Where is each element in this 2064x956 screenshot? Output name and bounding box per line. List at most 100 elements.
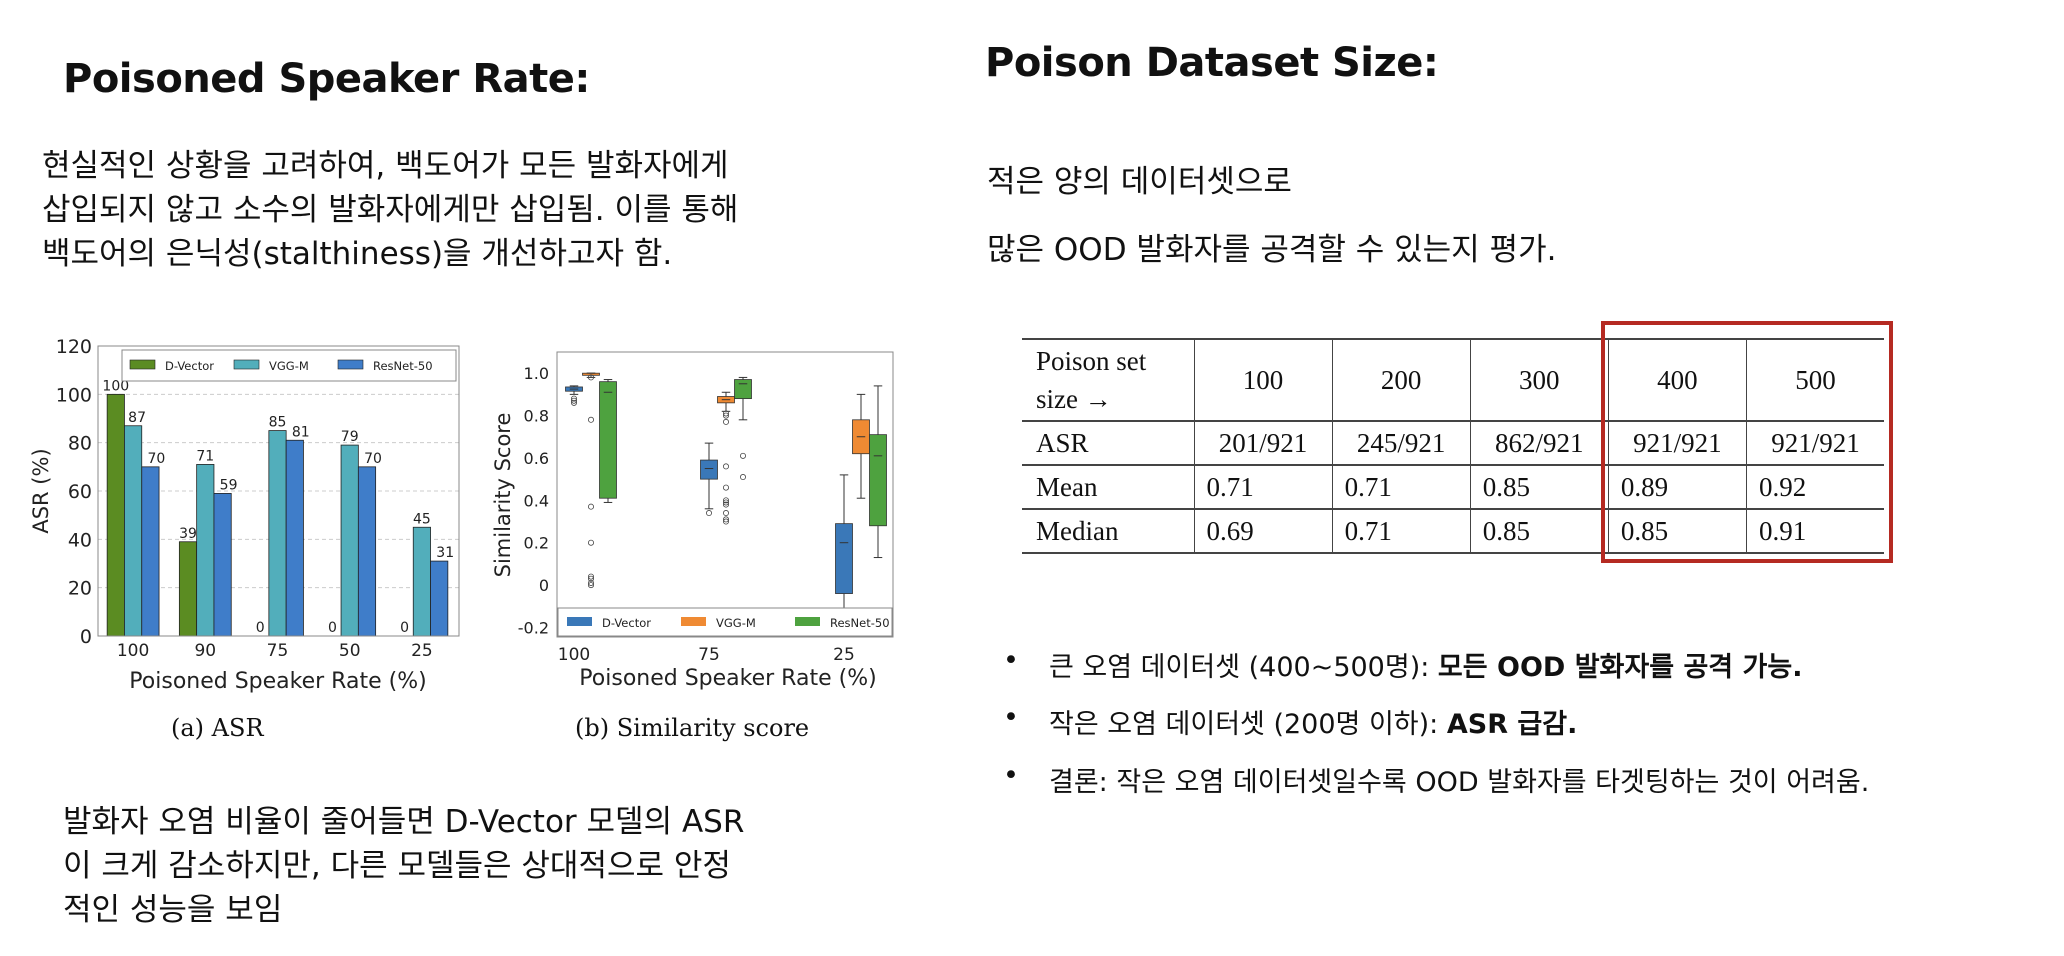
y-axis-title: Similarity Score	[491, 413, 515, 578]
box-resnet-50	[599, 381, 617, 499]
x-tick-label: 75	[267, 641, 289, 661]
data-label: 81	[292, 424, 310, 440]
x-axis-title: Poisoned Speaker Rate (%)	[579, 666, 876, 691]
bullet-icon: •	[1003, 645, 1019, 676]
legend-box	[121, 349, 457, 382]
outlier-point	[588, 503, 595, 510]
conclusion-line: 이 크게 감소하지만, 다른 모델들은 상대적으로 안정	[63, 848, 731, 884]
box-d-vector	[700, 459, 718, 480]
x-tick-label: 100	[558, 645, 590, 665]
data-label: 70	[364, 451, 382, 467]
box-resnet-50	[734, 379, 752, 400]
conclusion-line: 발화자 오염 비율이 줄어들면 D-Vector 모델의 ASR	[63, 804, 745, 840]
legend-label: ResNet-50	[830, 616, 890, 630]
x-tick-label: 75	[698, 645, 720, 665]
y-tick-label: 0.6	[524, 449, 549, 468]
data-label: 0	[400, 620, 409, 636]
outlier-point	[722, 497, 729, 504]
table-row: Median 0.69 0.71 0.85 0.85 0.91	[1022, 509, 1884, 553]
highlight-box	[1601, 321, 1893, 563]
legend-label: D-Vector	[165, 359, 214, 373]
outlier-point	[588, 539, 595, 546]
left-section-title: Poisoned Speaker Rate:	[63, 56, 590, 102]
y-tick-label: 40	[68, 529, 92, 551]
outlier-point	[722, 463, 729, 470]
outlier-point	[588, 573, 595, 580]
y-tick-label: 100	[56, 384, 92, 406]
table-cell: 921/921	[1745, 421, 1884, 465]
bar-resnet-50	[357, 466, 377, 637]
plot-frame	[556, 351, 894, 638]
x-axis-title: Poisoned Speaker Rate (%)	[129, 669, 426, 694]
x-tick-label: 50	[339, 641, 361, 661]
table-cell: 0.89	[1607, 465, 1747, 509]
bullet-list: • 큰 오염 데이터셋 (400~500명): 모든 OOD 발화자를 공격 가…	[1003, 645, 1870, 798]
y-tick-label: 0.2	[524, 534, 549, 553]
outlier-point	[722, 501, 729, 508]
table-cell: 921/921	[1607, 421, 1747, 465]
legend-swatch	[681, 617, 706, 626]
intro-line: 현실적인 상황을 고려하여, 백도어가 모든 발화자에게	[42, 148, 729, 184]
data-label: 70	[147, 451, 165, 467]
table-cell: 0.71	[1331, 465, 1471, 509]
data-label: 71	[196, 448, 214, 464]
data-label: 45	[413, 511, 431, 527]
legend-label: VGG-M	[269, 359, 309, 373]
table-cell: 245/921	[1331, 421, 1471, 465]
outlier-point	[739, 474, 746, 481]
y-tick-label: -0.2	[518, 618, 549, 637]
left-conclusion-text: 발화자 오염 비율이 줄어들면 D-Vector 모델의 ASR 이 크게 감소…	[63, 800, 744, 932]
y-tick-label: 120	[56, 336, 92, 358]
outlier-point	[588, 374, 595, 381]
legend-box	[557, 607, 893, 637]
table-cell: 0.69	[1193, 509, 1333, 553]
row-label: Mean	[1036, 471, 1098, 502]
x-tick-label: 25	[833, 645, 855, 665]
outlier-point	[722, 484, 729, 491]
legend-swatch	[567, 617, 592, 626]
box-d-vector	[835, 523, 853, 594]
table-row: Mean 0.71 0.71 0.85 0.89 0.92	[1022, 465, 1884, 509]
legend-label: VGG-M	[716, 616, 756, 630]
x-tick-label: 25	[411, 641, 433, 661]
header-label: Poison set size →	[1036, 346, 1147, 414]
outlier-point	[722, 410, 729, 417]
header-cell: 400	[1607, 339, 1747, 421]
outlier-point	[705, 510, 712, 517]
y-tick-label: 0.8	[524, 407, 549, 426]
legend-label: D-Vector	[602, 616, 651, 630]
bar-resnet-50	[285, 439, 304, 637]
outlier-point	[588, 575, 595, 582]
conclusion-line: 적인 성능을 보임	[63, 892, 283, 928]
plot-frame	[97, 345, 460, 637]
table-cell: 0.85	[1469, 465, 1609, 509]
data-label: 0	[328, 620, 337, 636]
caption-a: (a) ASR	[171, 714, 264, 742]
bar-resnet-50	[141, 466, 160, 637]
data-label: 59	[220, 477, 238, 493]
bar-vgg-m	[412, 526, 431, 637]
outlier-point	[722, 499, 729, 506]
bar-vgg-m	[124, 425, 143, 637]
bar-vgg-m	[196, 464, 215, 637]
table-cell: 0.85	[1607, 509, 1747, 553]
x-tick-label: 90	[194, 641, 216, 661]
legend-label: ResNet-50	[373, 359, 433, 373]
intro-line: 백도어의 은닉성(stalthiness)을 개선하고자 함.	[42, 236, 673, 272]
header-cell: 100	[1193, 339, 1333, 421]
row-label: ASR	[1036, 427, 1089, 458]
similarity-box-chart: Similarity Score Poisoned Speaker Rate (…	[491, 351, 894, 691]
outlier-point	[722, 516, 729, 523]
outlier-point	[588, 582, 595, 589]
bullet-icon: •	[1003, 760, 1019, 791]
table-cell: 0.71	[1193, 465, 1333, 509]
y-tick-label: 60	[68, 481, 92, 503]
y-tick-label: 80	[68, 433, 92, 455]
box-resnet-50	[869, 434, 887, 527]
bar-resnet-50	[430, 560, 449, 637]
table-cell: 0.91	[1745, 509, 1884, 553]
header-cell: 200	[1331, 339, 1471, 421]
legend-swatch	[129, 359, 156, 370]
data-label: 87	[128, 410, 146, 426]
outlier-point	[571, 399, 578, 406]
